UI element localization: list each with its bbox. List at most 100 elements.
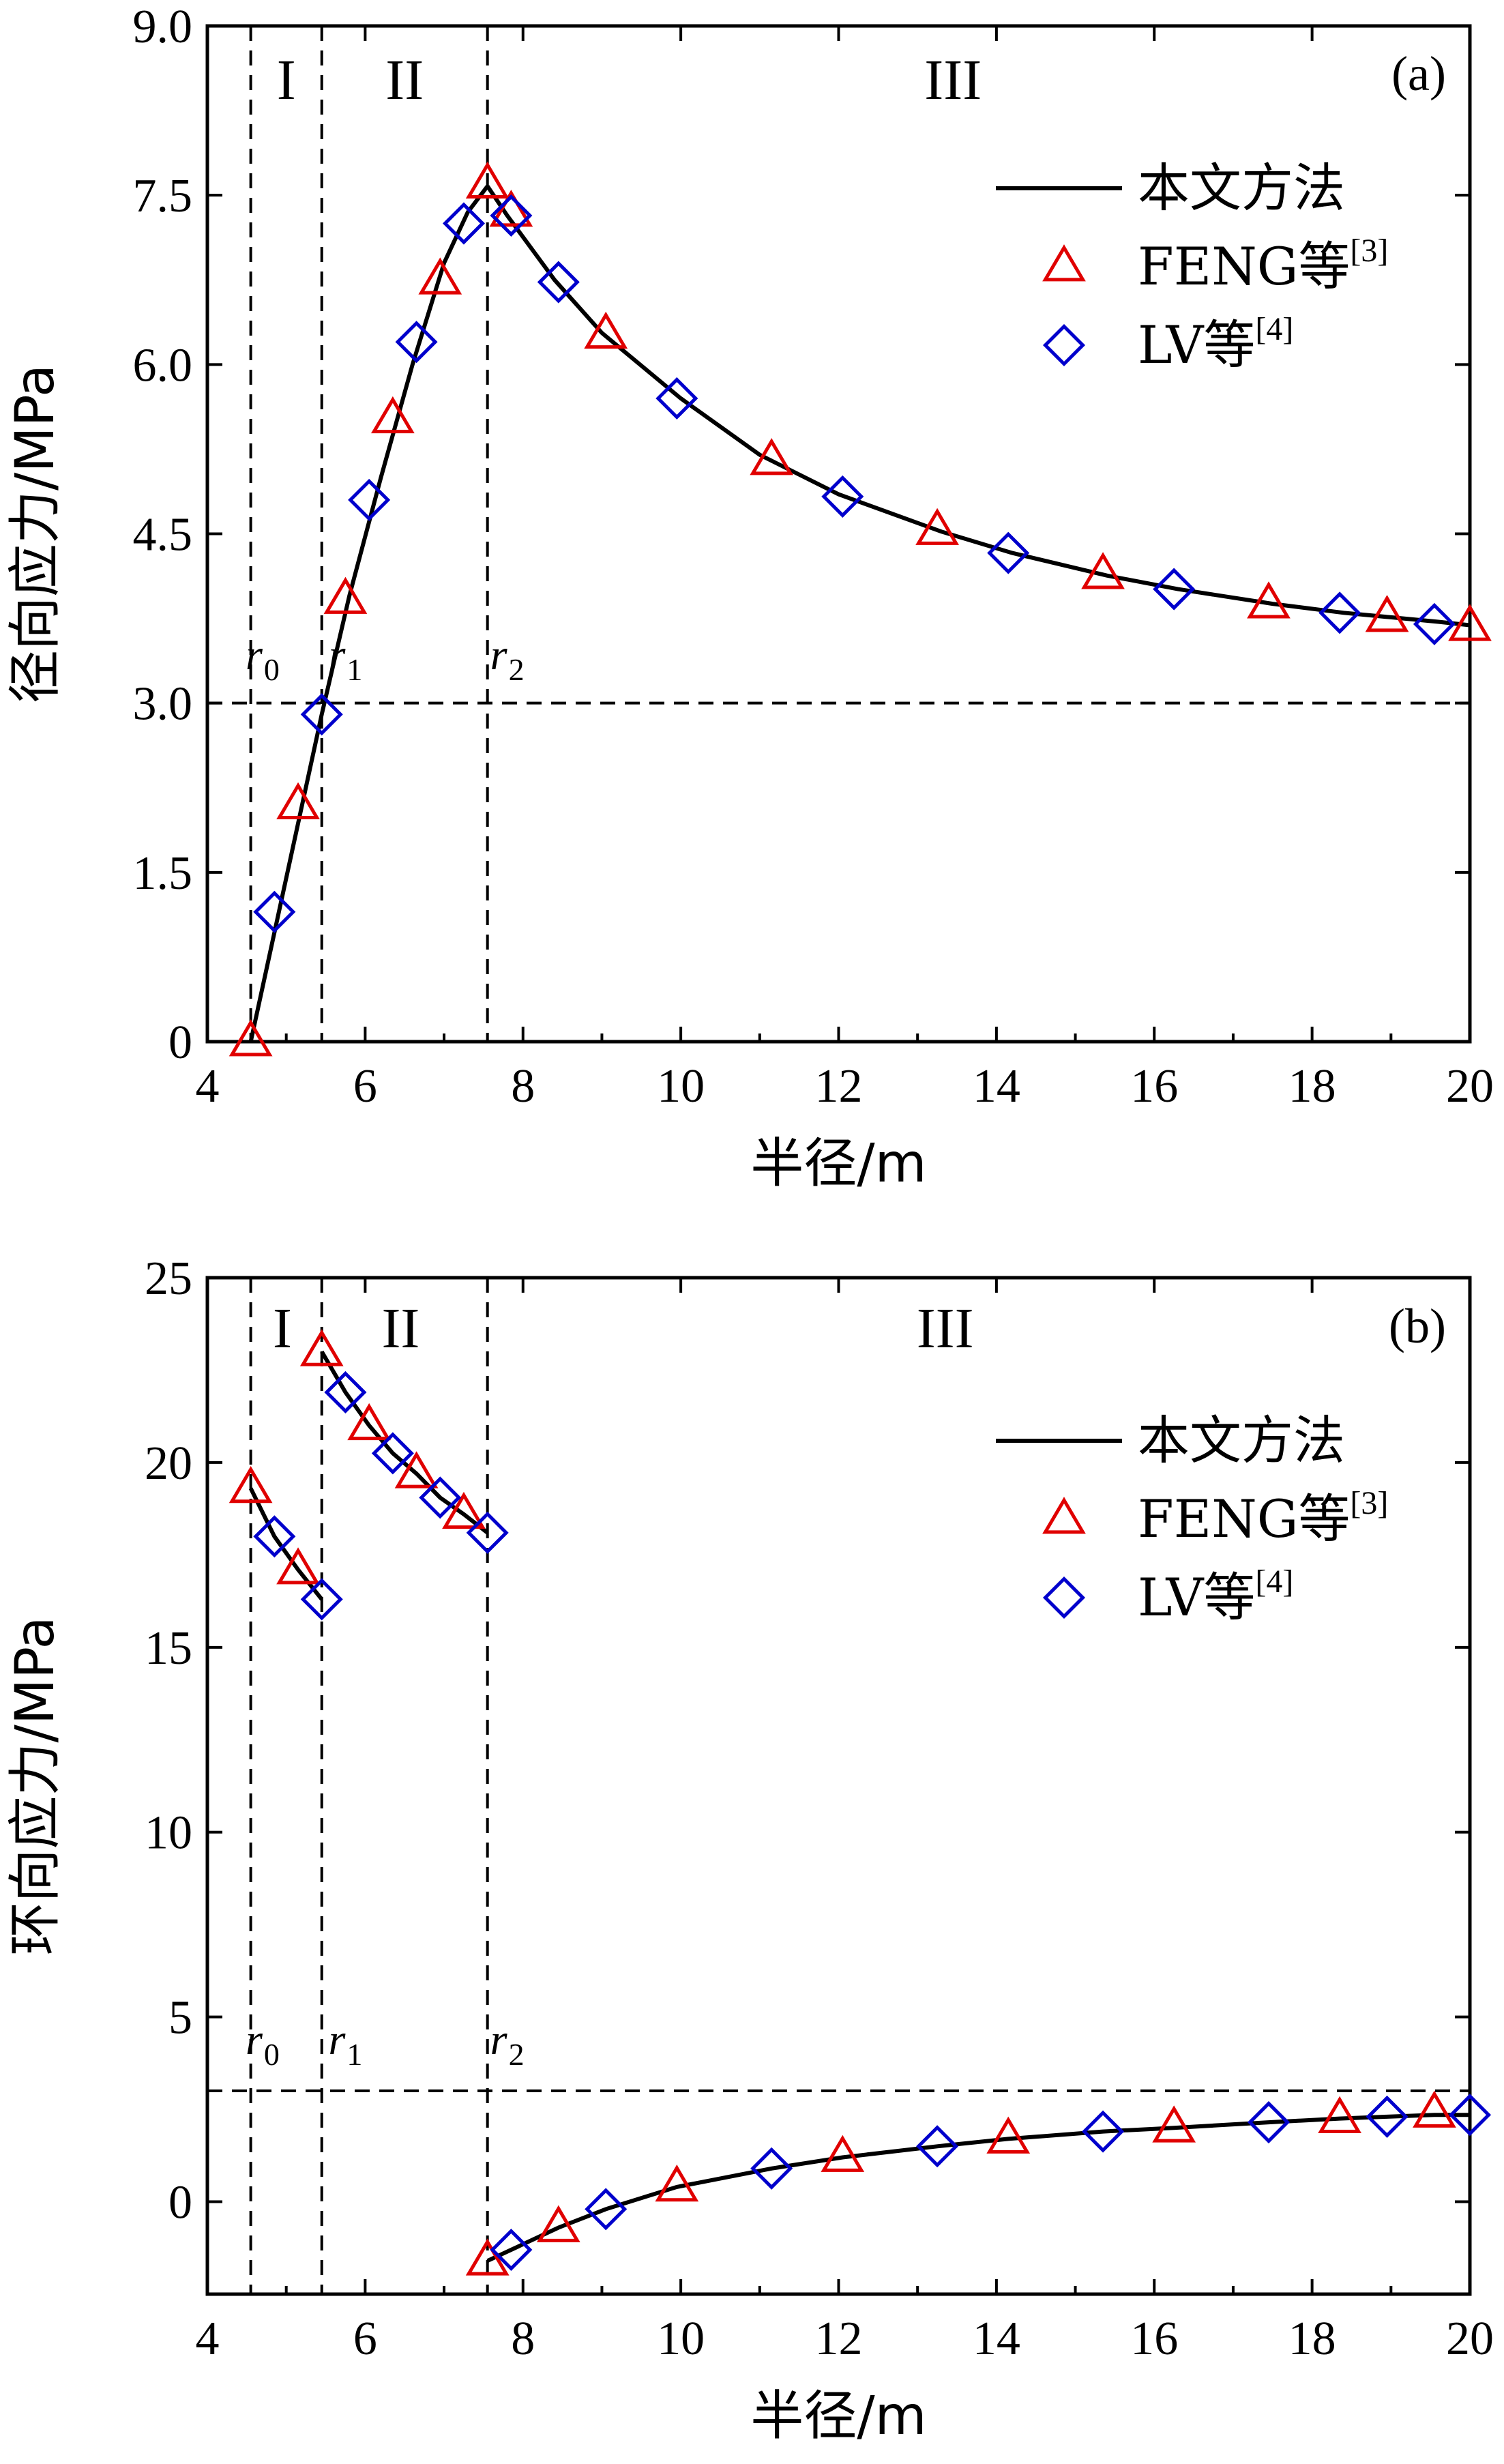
lv-data-point: [655, 377, 698, 420]
lv-data-point: [1413, 602, 1456, 645]
radial-stress-panel: 4 6 8 10 12 14 16 18 2001.53.04.56.07.59.0半径/m径向…: [5, 1, 1494, 1194]
feng-data-point: [228, 1466, 273, 1504]
y-tick-label: 3.0: [133, 678, 193, 731]
feng-data-point: [1247, 581, 1291, 619]
feng-data-point: [442, 1491, 486, 1529]
feng-data-point: [1318, 2096, 1361, 2134]
region-label: I: [277, 48, 296, 112]
radius-subscript: 2: [509, 2037, 525, 2072]
x-tick-label: 18: [1288, 1060, 1336, 1113]
x-tick-label: 20: [1446, 2313, 1494, 2365]
radius-label: r0: [246, 630, 280, 687]
x-tick-label: 8: [511, 1060, 535, 1113]
lv-data-point: [1448, 2094, 1492, 2137]
y-tick-label: 7.5: [133, 170, 193, 222]
y-tick-label: 0: [168, 1016, 192, 1069]
feng-data-point: [986, 2116, 1031, 2154]
method-curve-segment-1: [320, 1350, 489, 1535]
region-label: II: [381, 1297, 419, 1360]
region-label: II: [385, 48, 424, 112]
legend-diamond-swatch: [1042, 1576, 1086, 1619]
lv-data-point: [419, 1476, 462, 1519]
method-curve-segment-0: [248, 1487, 324, 1601]
x-tick-label: 6: [353, 1060, 377, 1113]
feng-data-point: [228, 1019, 273, 1057]
x-tick-label: 20: [1446, 1060, 1494, 1113]
feng-data-point: [370, 396, 415, 434]
panel-label: (a): [1391, 46, 1446, 101]
x-tick-label: 16: [1130, 1060, 1178, 1113]
feng-data-point: [299, 1329, 344, 1366]
y-tick-label: 6.0: [133, 339, 193, 392]
region-label: III: [917, 1297, 974, 1360]
lv-data-point: [585, 2188, 628, 2231]
lv-data-point: [490, 2228, 533, 2272]
region-label: I: [273, 1297, 292, 1360]
feng-data-point: [584, 311, 628, 349]
x-tick-label: 8: [511, 2313, 535, 2365]
lv-data-point: [750, 2147, 793, 2190]
radius-subscript: 1: [346, 652, 362, 687]
radius-label: r2: [490, 2015, 525, 2072]
feng-data-point: [465, 161, 510, 199]
x-tick-label: 12: [815, 2313, 863, 2365]
feng-data-point: [1413, 2090, 1456, 2128]
legend-label: FENG等[3]: [1138, 233, 1388, 297]
legend-label: FENG等[3]: [1138, 1485, 1388, 1549]
method-curve-segment-0: [248, 185, 490, 1042]
x-tick-label: 14: [973, 1060, 1020, 1113]
legend-diamond-swatch: [1042, 323, 1086, 367]
y-tick-label: 20: [145, 1437, 192, 1490]
feng-data-point: [323, 576, 368, 614]
lv-data-point: [300, 1578, 343, 1621]
lv-data-point: [1082, 2110, 1125, 2153]
y-tick-label: 25: [145, 1252, 192, 1305]
feng-data-point: [821, 2135, 865, 2172]
lv-data-point: [253, 1515, 296, 1558]
feng-data-point: [489, 190, 533, 227]
feng-data-point: [1081, 552, 1125, 589]
y-tick-label: 10: [145, 1807, 192, 1860]
lv-data-point: [1318, 591, 1361, 634]
lv-data-point: [324, 1370, 367, 1413]
x-tick-label: 6: [353, 2313, 377, 2365]
radius-subscript: 2: [509, 652, 525, 687]
feng-data-point: [418, 257, 462, 295]
x-tick-label: 10: [657, 1060, 705, 1113]
feng-data-point: [347, 1403, 392, 1441]
feng-data-point: [655, 2165, 699, 2202]
lv-data-point: [371, 1432, 414, 1475]
region-label: III: [924, 48, 982, 112]
radius-label: r1: [329, 2015, 363, 2072]
y-tick-label: 5: [168, 1992, 192, 2044]
legend-label: LV等[4]: [1138, 1564, 1293, 1628]
x-tick-label: 4: [196, 2313, 220, 2365]
lv-data-point: [300, 693, 343, 736]
radius-subscript: 1: [346, 2037, 362, 2072]
legend-triangle-swatch: [1042, 1497, 1086, 1534]
x-tick-label: 12: [815, 1060, 863, 1113]
radius-label: r2: [490, 630, 525, 687]
radius-subscript: 0: [264, 652, 280, 687]
legend-triangle-swatch: [1042, 244, 1086, 282]
feng-data-point: [1152, 2105, 1196, 2143]
lv-data-point: [987, 531, 1030, 574]
panel-label: (b): [1389, 1299, 1446, 1353]
feng-data-point: [1448, 604, 1492, 641]
lv-data-point: [1247, 2101, 1291, 2144]
lv-data-point: [1366, 2095, 1409, 2138]
legend-citation: [4]: [1255, 311, 1293, 347]
lv-data-point: [348, 478, 391, 521]
y-tick-label: 0: [168, 2177, 192, 2229]
x-tick-label: 14: [973, 2313, 1020, 2365]
feng-data-point: [276, 782, 320, 819]
lv-data-point: [490, 194, 533, 237]
radius-subscript: 0: [264, 2037, 280, 2072]
lv-data-point: [1153, 568, 1196, 611]
x-tick-label: 16: [1130, 2313, 1178, 2365]
feng-data-point: [465, 2238, 510, 2276]
legend-label: 本文方法: [1138, 158, 1345, 218]
legend-citation: [3]: [1350, 233, 1388, 269]
